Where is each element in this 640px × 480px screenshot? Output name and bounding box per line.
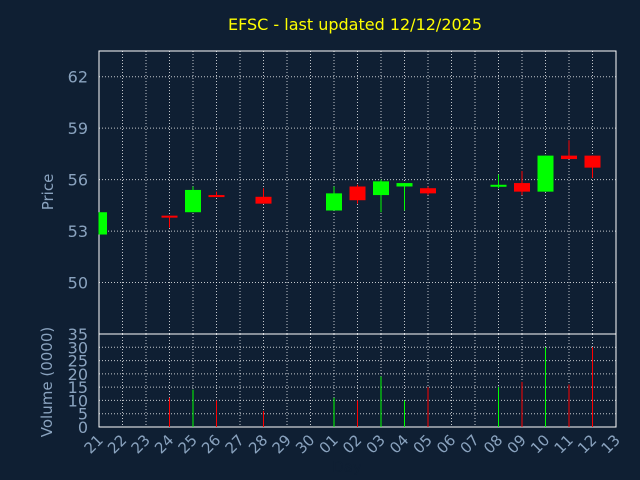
- candle-10: [537, 155, 554, 192]
- candle-body: [373, 181, 389, 196]
- candle-body: [161, 215, 178, 218]
- x-axis-ticks: 2122232425262728293001020304050607080910…: [81, 431, 624, 457]
- x-tick-label: 09: [504, 431, 530, 457]
- candle-11: [561, 140, 577, 160]
- candle-body: [514, 183, 530, 192]
- candle-09: [514, 171, 530, 196]
- volume-y-tick-label: 10: [68, 391, 88, 410]
- candlesticks: [98, 140, 601, 235]
- candle-12: [584, 155, 601, 178]
- x-tick-label: 27: [222, 431, 248, 457]
- x-axis-label: Day: [332, 458, 362, 476]
- x-tick-label: 01: [316, 431, 342, 457]
- x-tick-label: 06: [433, 431, 459, 457]
- x-tick-label: 07: [457, 431, 483, 457]
- x-tick-label: 28: [245, 431, 271, 457]
- x-tick-label: 04: [386, 431, 412, 457]
- candle-04: [396, 183, 413, 211]
- x-tick-label: 30: [292, 431, 318, 457]
- x-tick-label: 29: [269, 431, 295, 457]
- candle-body: [561, 155, 577, 160]
- candle-body: [326, 193, 342, 211]
- candle-01: [326, 186, 342, 211]
- candle-body: [584, 155, 601, 168]
- x-tick-label: 22: [104, 431, 130, 457]
- candle-02: [349, 184, 366, 204]
- x-tick-label: 24: [151, 431, 177, 457]
- candle-08: [490, 174, 507, 189]
- candle-21: [98, 212, 107, 235]
- x-tick-label: 26: [198, 431, 224, 457]
- price-y-tick-label: 53: [68, 222, 88, 241]
- x-tick-label: 02: [339, 431, 365, 457]
- x-tick-label: 23: [128, 431, 154, 457]
- price-y-tick-label: 59: [68, 119, 88, 138]
- candle-body: [99, 212, 107, 235]
- candle-28: [255, 188, 272, 204]
- x-tick-label: 12: [574, 431, 600, 457]
- volume-y-tick-label: 5: [78, 405, 88, 424]
- price-y-tick-label: 56: [68, 171, 88, 190]
- candle-05: [420, 186, 436, 196]
- price-y-tick-label: 50: [68, 274, 88, 293]
- price-axis-label: Price: [39, 174, 57, 211]
- candle-body: [490, 184, 507, 187]
- price-y-tick-label: 62: [68, 68, 88, 87]
- volume-axis-label: Volume (0000): [38, 327, 56, 437]
- candle-body: [396, 183, 413, 187]
- x-tick-label: 03: [363, 431, 389, 457]
- candle-03: [373, 179, 389, 213]
- volume-bars: [169, 347, 593, 427]
- candle-25: [185, 186, 201, 213]
- candle-24: [161, 215, 178, 228]
- candle-26: [208, 191, 225, 198]
- volume-y-tick-label: 25: [68, 352, 88, 371]
- x-tick-label: 11: [551, 431, 577, 457]
- x-tick-label: 25: [175, 431, 201, 457]
- candle-body: [349, 186, 366, 201]
- candle-body: [208, 195, 225, 198]
- candle-body: [537, 155, 554, 192]
- volume-y-tick-label: 35: [68, 325, 88, 344]
- price-y-ticks: 50 53 56 59 62: [68, 68, 88, 293]
- x-tick-label: 10: [527, 431, 553, 457]
- volume-y-tick-label: 20: [68, 365, 88, 384]
- volume-y-tick-label: 30: [68, 338, 88, 357]
- chart-title: EFSC - last updated 12/12/2025: [228, 15, 482, 34]
- candle-body: [185, 189, 201, 213]
- candle-body: [255, 196, 272, 204]
- x-tick-label: 05: [410, 431, 436, 457]
- x-tick-label: 08: [480, 431, 506, 457]
- x-tick-label: 13: [598, 431, 624, 457]
- volume-y-tick-label: 15: [68, 378, 88, 397]
- candle-body: [420, 188, 436, 194]
- volume-y-tick-label: 0: [78, 418, 88, 437]
